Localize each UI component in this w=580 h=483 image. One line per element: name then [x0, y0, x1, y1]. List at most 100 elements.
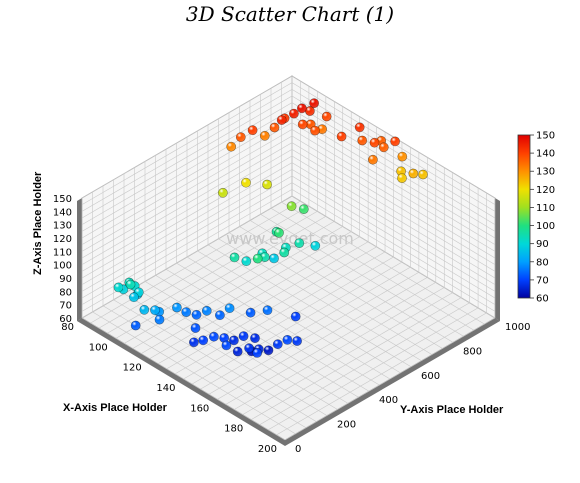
- axis-titles: X-Axis Place Holder Y-Axis Place Holder …: [32, 171, 504, 416]
- right-wall-grid-line: [291, 162, 496, 285]
- right-wall-grid-line: [291, 189, 496, 312]
- data-point: [310, 125, 320, 136]
- data-point: [290, 311, 301, 322]
- x-tick-label: 140: [156, 383, 175, 394]
- right-wall-grid-line: [291, 195, 496, 319]
- z-tick-label: 80: [59, 287, 72, 298]
- x-tick-label: 120: [123, 363, 142, 374]
- x-axis-title: X-Axis Place Holder: [63, 402, 168, 414]
- y-axis-title: Y-Axis Place Holder: [400, 404, 504, 416]
- data-point: [321, 111, 332, 122]
- floor-grid-line: [281, 201, 485, 325]
- data-point: [276, 115, 287, 125]
- right-wall-grid-line: [291, 75, 496, 199]
- right-wall-grid-line: [291, 169, 496, 292]
- data-point: [263, 345, 274, 356]
- data-point: [298, 204, 309, 214]
- data-point: [282, 334, 293, 345]
- color-legend-label: 70: [536, 275, 549, 286]
- floor-grid-line: [165, 268, 370, 392]
- right-wall-grid-line: [291, 149, 496, 272]
- z-tick-label: 140: [53, 207, 72, 218]
- data-point: [171, 302, 182, 313]
- left-wall-grid-line: [81, 82, 293, 205]
- data-point: [294, 238, 305, 248]
- data-point: [214, 310, 225, 321]
- color-legend: 60 70 80 90 100 110 120 130 140 150: [517, 131, 555, 305]
- data-point: [241, 256, 252, 267]
- color-legend-bar: [517, 134, 531, 299]
- data-point: [229, 252, 240, 263]
- z-tick-label: 90: [59, 274, 72, 285]
- data-point: [274, 227, 284, 238]
- data-point: [397, 151, 408, 162]
- data-point: [190, 323, 201, 333]
- right-wall-grid-line: [291, 155, 496, 279]
- data-point: [354, 122, 365, 133]
- color-legend-label: 80: [536, 257, 549, 268]
- left-wall-grid-line: [81, 89, 293, 212]
- left-wall-grid-line: [81, 149, 293, 272]
- data-point: [217, 187, 228, 198]
- left-wall-grid-line: [81, 75, 293, 199]
- left-wall-grid-line: [81, 102, 293, 225]
- y-tick-label: 800: [463, 346, 482, 357]
- color-legend-label: 110: [536, 203, 555, 214]
- right-wall-grid-line: [291, 122, 496, 245]
- floor-grid-line: [186, 256, 391, 380]
- data-point: [128, 292, 139, 303]
- grid-lines: [81, 75, 496, 441]
- left-wall-grid-line: [81, 175, 293, 299]
- floor-grid-line: [270, 207, 475, 331]
- floor-grid-line: [197, 250, 401, 374]
- floor-grid-line: [113, 299, 317, 422]
- data-point: [221, 340, 232, 351]
- right-wall-grid-line: [291, 102, 496, 225]
- color-legend-label: 120: [536, 185, 555, 196]
- data-point: [198, 335, 209, 346]
- y-tick-label: 600: [421, 371, 440, 382]
- data-point: [369, 137, 380, 148]
- right-wall-grid-line: [291, 115, 496, 239]
- watermark: www.evget.com: [226, 229, 354, 248]
- data-point: [245, 307, 256, 318]
- data-point: [310, 240, 321, 251]
- chart-title: 3D Scatter Chart (1): [185, 2, 395, 26]
- data-point: [309, 98, 319, 109]
- z-tick-label: 150: [53, 194, 72, 205]
- data-point: [235, 132, 246, 142]
- right-wall-grid-line: [291, 142, 496, 265]
- data-point: [408, 168, 419, 179]
- right-wall-grid-line: [291, 135, 496, 259]
- right-wall-edge: [495, 198, 500, 321]
- data-point: [259, 130, 270, 141]
- data-point: [150, 305, 160, 316]
- color-legend-label: 60: [536, 294, 549, 305]
- data-point: [201, 305, 212, 316]
- y-tick-label: 200: [337, 420, 356, 431]
- right-wall-grid-line: [291, 129, 496, 252]
- data-point: [228, 335, 239, 346]
- color-legend-label: 100: [536, 221, 555, 232]
- data-point: [154, 314, 165, 325]
- data-point: [188, 337, 199, 348]
- left-wall-grid-line: [81, 169, 293, 292]
- data-point: [247, 125, 258, 136]
- x-tick-label: 180: [224, 424, 243, 435]
- data-point: [292, 336, 302, 346]
- data-point: [139, 304, 150, 315]
- data-point: [288, 108, 299, 119]
- data-point: [357, 135, 368, 146]
- data-point: [244, 343, 254, 354]
- y-tick-label: 400: [379, 395, 398, 406]
- z-tick-label: 110: [53, 247, 72, 258]
- data-point: [279, 247, 290, 258]
- floor-right-edge: [285, 318, 500, 446]
- data-point: [269, 122, 280, 133]
- axis-ticks: 60 70 80 90 100 110 120 130 140 150 80 100 120 140 160…: [53, 194, 531, 455]
- left-wall-grid-line: [81, 155, 293, 279]
- data-point: [252, 347, 263, 358]
- data-point: [418, 169, 428, 180]
- data-point: [208, 331, 219, 342]
